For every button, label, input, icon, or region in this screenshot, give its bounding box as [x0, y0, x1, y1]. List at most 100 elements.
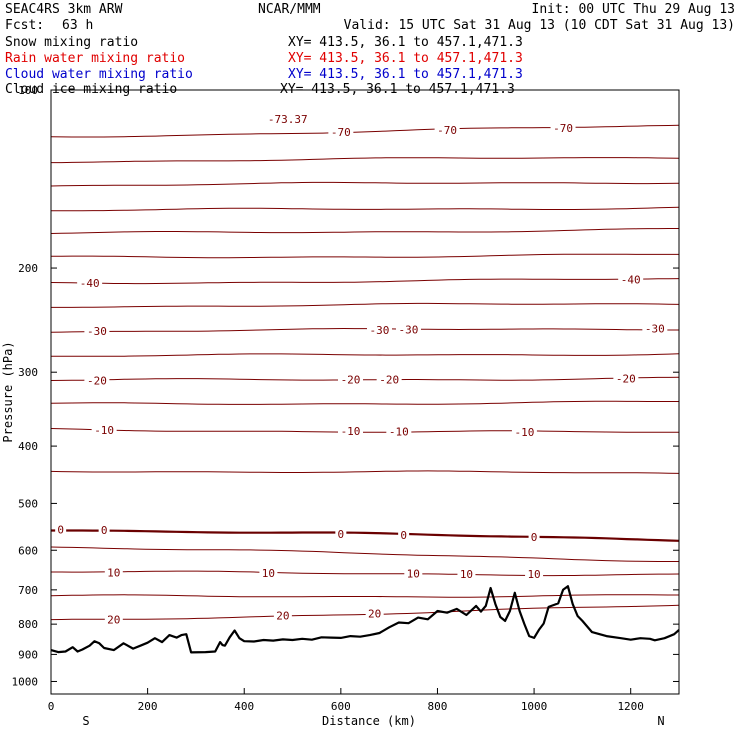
terrain-line — [50, 585, 680, 654]
isotherm-label: -40 — [621, 274, 641, 287]
isotherm-label-bg — [528, 531, 540, 543]
isotherm-label-bg — [273, 609, 292, 621]
isotherm-label-bg — [434, 123, 460, 135]
isotherm-label: 0 — [400, 529, 407, 542]
isotherm-label-bg — [77, 276, 103, 288]
isotherm-label: -70 — [437, 124, 457, 137]
isotherm-label-bg — [366, 323, 392, 335]
isotherm-line — [51, 157, 680, 164]
isotherm-label-bg — [98, 524, 110, 536]
y-tick-label: 500 — [18, 497, 38, 510]
isotherm-label-bg — [335, 527, 347, 539]
isotherm-label-bg — [550, 121, 576, 133]
isotherm-line — [50, 181, 680, 187]
fcst-label: Fcst: — [5, 18, 44, 33]
isotherm-label: -30 — [370, 324, 390, 337]
south-label: S — [82, 714, 89, 728]
isotherm-line — [50, 594, 679, 598]
isotherm-label-bg — [376, 373, 402, 385]
isotherm-label: -30 — [645, 323, 665, 336]
isotherm-label: 0 — [531, 531, 538, 544]
isotherm-line — [50, 428, 679, 433]
field-xy-cloud-water: XY= 413.5, 36.1 to 457.1,471.3 — [288, 67, 523, 82]
isotherm-label-bg — [84, 374, 110, 386]
isotherm-layer — [50, 124, 680, 621]
isotherm-label-bg — [91, 423, 117, 435]
x-tick-label: 1000 — [521, 700, 548, 713]
x-tick-label: 400 — [234, 700, 254, 713]
isotherm-label-bg — [457, 567, 476, 579]
isotherm-label-bg — [511, 426, 537, 438]
terrain-layer — [50, 585, 680, 654]
y-tick-label: 1000 — [12, 675, 39, 688]
isotherm-line — [50, 470, 680, 474]
isotherm-label-bg — [328, 125, 354, 137]
isotherm-label-bg — [395, 323, 421, 335]
isotherm-label-bg — [259, 566, 278, 578]
x-axis-title: Distance (km) — [322, 714, 416, 728]
isotherm-label: 10 — [262, 567, 275, 580]
isotherm-line — [50, 327, 679, 333]
isotherm-label-bg — [613, 372, 639, 384]
field-xy-rain: XY= 413.5, 36.1 to 457.1,471.3 — [288, 51, 523, 66]
field-name-cloud-water: Cloud water mixing ratio — [5, 67, 193, 82]
x-tick-label: 1200 — [617, 700, 644, 713]
isotherm-line — [50, 124, 680, 138]
isotherm-label: -10 — [514, 426, 534, 439]
isotherm-label: -30 — [399, 324, 419, 337]
y-tick-label: 200 — [18, 262, 38, 275]
y-tick-label: 100 — [18, 84, 38, 97]
isotherm-line — [51, 529, 680, 542]
y-tick-label: 600 — [18, 544, 38, 557]
x-tick-label: 200 — [138, 700, 158, 713]
isotherm-label-bg — [104, 566, 123, 578]
isotherm-line — [51, 353, 680, 357]
isotherm-label: 10 — [407, 568, 420, 581]
isotherm-label: 10 — [527, 568, 540, 581]
isotherm-label-bg — [365, 607, 384, 619]
isotherm-label: 20 — [276, 609, 289, 622]
isotherm-label-bg — [398, 528, 410, 540]
isotherm-label: 20 — [368, 607, 381, 620]
isotherm-label: -70 — [553, 122, 573, 135]
isotherm-label: -20 — [616, 372, 636, 385]
isotherm-label: -10 — [341, 425, 361, 438]
y-tick-label: 800 — [18, 618, 38, 631]
isotherm-line — [51, 570, 680, 577]
isotherm-line — [50, 546, 679, 562]
y-tick-label: 700 — [18, 584, 38, 597]
isotherm-label-bg — [55, 523, 67, 535]
x-tick-label: 0 — [48, 700, 55, 713]
isotherm-line — [50, 400, 679, 405]
isotherm-label-bg — [84, 325, 110, 337]
fcst-value: 63 h — [62, 18, 93, 33]
isotherm-label: 0 — [57, 523, 64, 536]
isotherm-label-bg — [404, 567, 423, 579]
init-time: Init: 00 UTC Thu 29 Aug 13 — [532, 2, 736, 17]
isotherm-line — [50, 278, 680, 285]
y-tick-label: 900 — [18, 648, 38, 661]
valid-time: Valid: 15 UTC Sat 31 Aug 13 (10 CDT Sat … — [344, 18, 735, 33]
y-tick-label: 400 — [18, 440, 38, 453]
min-temperature-label: -73.37 — [268, 113, 308, 126]
isotherm-label-bg — [104, 613, 123, 625]
isotherm-label: -30 — [87, 325, 107, 338]
isotherm-line — [51, 206, 680, 212]
isotherm-label-bg — [642, 322, 668, 334]
isotherm-line — [50, 253, 679, 259]
isotherm-label: 10 — [460, 568, 473, 581]
field-name-snow: Snow mixing ratio — [5, 35, 138, 50]
isotherm-label: 20 — [107, 613, 120, 626]
y-axis-title: Pressure (hPa) — [1, 341, 15, 442]
isotherm-label-bg — [525, 568, 544, 580]
isotherm-label: -20 — [87, 374, 107, 387]
x-tick-label: 600 — [331, 700, 351, 713]
isotherm-label: -10 — [94, 424, 114, 437]
isotherm-label-bg — [338, 425, 364, 437]
north-label: N — [657, 714, 664, 728]
isotherm-label: 10 — [107, 566, 120, 579]
field-xy-snow: XY= 413.5, 36.1 to 457.1,471.3 — [288, 35, 523, 50]
isotherm-label-layer: -70 -70 -70 -40 -40 -30 -30 -30 -30 -20 -20 -20 -20 -… — [55, 113, 668, 626]
